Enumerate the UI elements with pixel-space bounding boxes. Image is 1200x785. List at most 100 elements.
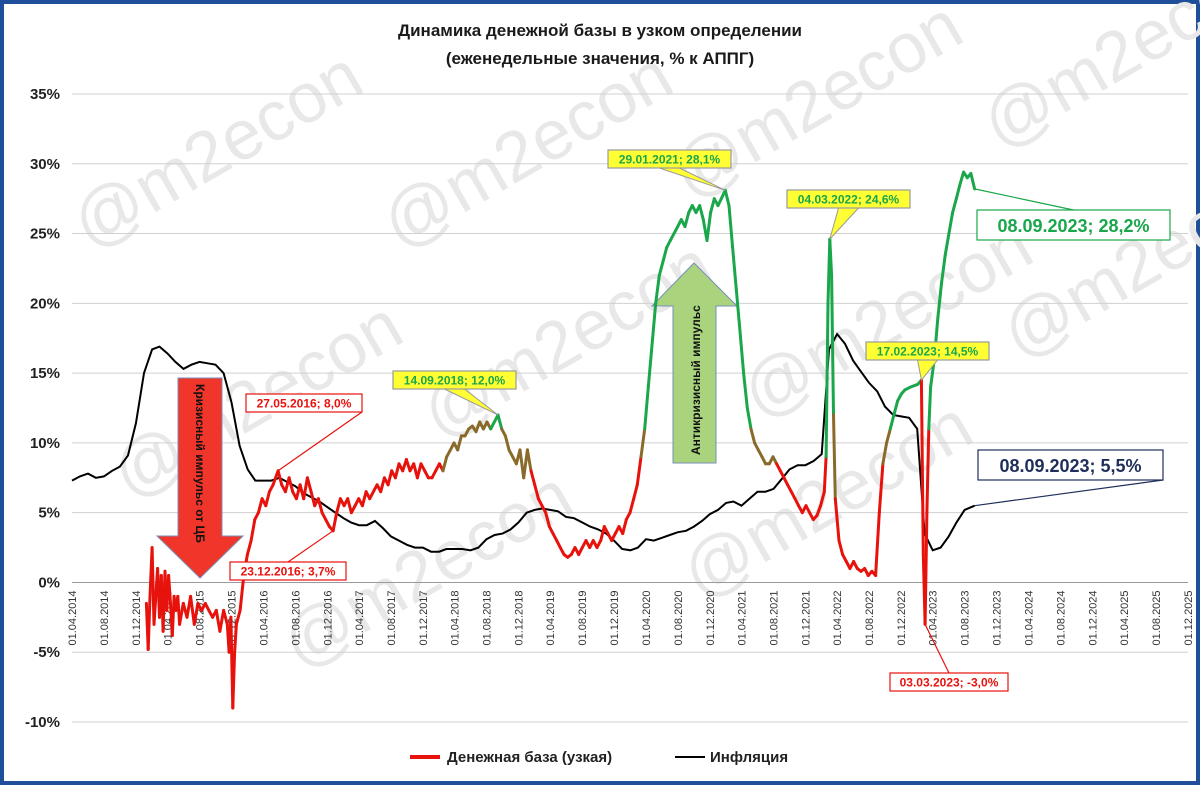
series-segment-money-base <box>264 490 271 508</box>
x-tick-label: 01.04.2024 <box>1024 590 1036 645</box>
series-segment-money-base <box>646 343 654 389</box>
series-segment-money-base <box>456 434 463 452</box>
series-segment-money-base <box>309 490 317 508</box>
x-tick-label: 01.08.2025 <box>1151 590 1163 645</box>
series-segment-money-base <box>709 197 716 215</box>
series-segment-money-base <box>943 232 951 256</box>
callout-pointer <box>829 207 860 240</box>
series-segment-money-base <box>192 601 200 626</box>
series-segment-money-base <box>632 483 639 501</box>
x-tick-label: 01.12.2025 <box>1183 590 1195 645</box>
series-segment-money-base <box>958 170 966 187</box>
series-segment-money-base <box>705 211 713 242</box>
series-segment-money-base <box>742 371 749 410</box>
series-segment-money-base <box>234 608 242 626</box>
arrows: Кризисный импульс от ЦБ Антикризисный имп… <box>155 262 739 579</box>
anticrisis-arrow <box>650 262 739 464</box>
x-tick-label: 01.04.2025 <box>1119 590 1131 645</box>
series-segment-money-base <box>683 211 691 229</box>
callout-pointer <box>974 479 1164 507</box>
x-tick-label: 01.08.2014 <box>99 590 111 645</box>
series-segment-money-base <box>734 287 742 333</box>
x-tick-label: 01.12.2021 <box>800 590 812 645</box>
x-tick-label: 01.04.2017 <box>354 590 366 645</box>
callout-box <box>229 561 347 581</box>
series-segment-money-base <box>738 329 746 375</box>
callout-label: 03.03.2023; -3,0% <box>900 676 999 690</box>
series-segment-money-base <box>727 204 735 249</box>
x-tick-label: 01.08.2022 <box>864 590 876 645</box>
callout-label: 29.01.2021; 28,1% <box>619 153 721 167</box>
x-tick-label: 01.12.2022 <box>896 590 908 645</box>
y-axis: 35% 30% 25% 20% 15% 10% 5% 0% -5% -10% <box>25 86 60 731</box>
x-tick-label: 01.04.2020 <box>641 590 653 645</box>
x-tick-label: 01.04.2018 <box>450 590 462 645</box>
series-segment-money-base <box>837 539 845 556</box>
x-tick-label: 01.12.2024 <box>1087 590 1099 645</box>
series-segment-money-base <box>877 462 885 515</box>
callout-label: 04.03.2022; 24,6% <box>798 193 900 207</box>
series-segment-money-base <box>716 188 727 208</box>
series-segment-money-base <box>256 497 264 515</box>
x-tick-label: 01.12.2017 <box>418 590 430 645</box>
series-segment-money-base <box>947 211 955 236</box>
callout-box <box>977 449 1164 481</box>
x-tick-label: 01.08.2019 <box>577 590 589 645</box>
x-tick-label: 01.04.2019 <box>545 590 557 645</box>
callout-pointer <box>924 624 950 674</box>
series-segment-money-base <box>745 406 753 431</box>
series-segment-money-base <box>749 427 757 445</box>
series-segment-money-base <box>167 574 172 605</box>
y-tick-label: 20% <box>30 295 60 312</box>
series-segment-money-base <box>888 413 896 431</box>
x-tick-label: 01.04.2023 <box>928 590 940 645</box>
x-tick-label: 01.08.2024 <box>1055 590 1067 645</box>
series-segment-money-base <box>245 539 253 556</box>
series-segment-money-base <box>628 497 636 515</box>
callout-label: 14.09.2018; 12,0% <box>404 374 506 388</box>
series-segment-money-base <box>489 413 500 431</box>
series-segment-money-base <box>441 455 449 473</box>
series <box>71 170 977 710</box>
series-segment-money-base <box>152 594 158 626</box>
anticrisis-arrow-label: Антикризисный импульс <box>689 305 703 455</box>
legend: Денежная база (узкая) Инфляция <box>410 749 788 766</box>
series-segment-money-base <box>654 273 661 305</box>
x-tick-label: 01.04.2022 <box>832 590 844 645</box>
callout-pointer <box>287 530 334 563</box>
series-segment-money-base <box>379 476 386 494</box>
x-tick-label: 01.04.2016 <box>258 590 270 645</box>
callout-label: 08.09.2023; 5,5% <box>999 456 1141 476</box>
x-tick-label: 01.12.2016 <box>322 590 334 645</box>
series-segment-money-base <box>657 260 665 277</box>
series-segment-money-base <box>936 280 944 319</box>
callout-pointer <box>974 188 1074 211</box>
series-segment-money-base <box>969 172 977 191</box>
series-segment-money-base <box>360 490 368 508</box>
y-tick-label: -5% <box>33 644 60 661</box>
callout-box <box>392 370 517 390</box>
x-axis: 01.04.2014 01.08.2014 01.12.2014 01.04.2015… <box>67 590 1195 645</box>
callout-pointer <box>277 411 363 472</box>
series-line-inflation <box>71 332 975 553</box>
series-segment-money-base <box>698 204 705 222</box>
x-tick-label: 01.08.2023 <box>960 590 972 645</box>
series-segment-money-base <box>819 490 826 508</box>
x-tick-label: 01.08.2021 <box>768 590 780 645</box>
series-segment-money-base <box>544 511 551 529</box>
y-tick-label: 10% <box>30 435 60 452</box>
series-segment-money-base <box>525 448 533 473</box>
series-segment-money-base <box>533 483 540 501</box>
x-tick-label: 01.04.2021 <box>737 590 749 645</box>
series-segment-money-base <box>386 469 394 487</box>
series-segment-money-base <box>496 413 504 431</box>
callout-label: 17.02.2023; 14,5% <box>877 345 979 359</box>
y-tick-label: 30% <box>30 156 60 173</box>
series-segment-money-base <box>346 497 353 515</box>
x-tick-label: 01.08.2017 <box>386 590 398 645</box>
y-tick-label: 25% <box>30 226 60 243</box>
x-tick-label: 01.08.2016 <box>290 590 302 645</box>
crisis-arrow-label: Кризисный импульс от ЦБ <box>193 384 207 543</box>
series-segment-money-base <box>874 511 881 577</box>
